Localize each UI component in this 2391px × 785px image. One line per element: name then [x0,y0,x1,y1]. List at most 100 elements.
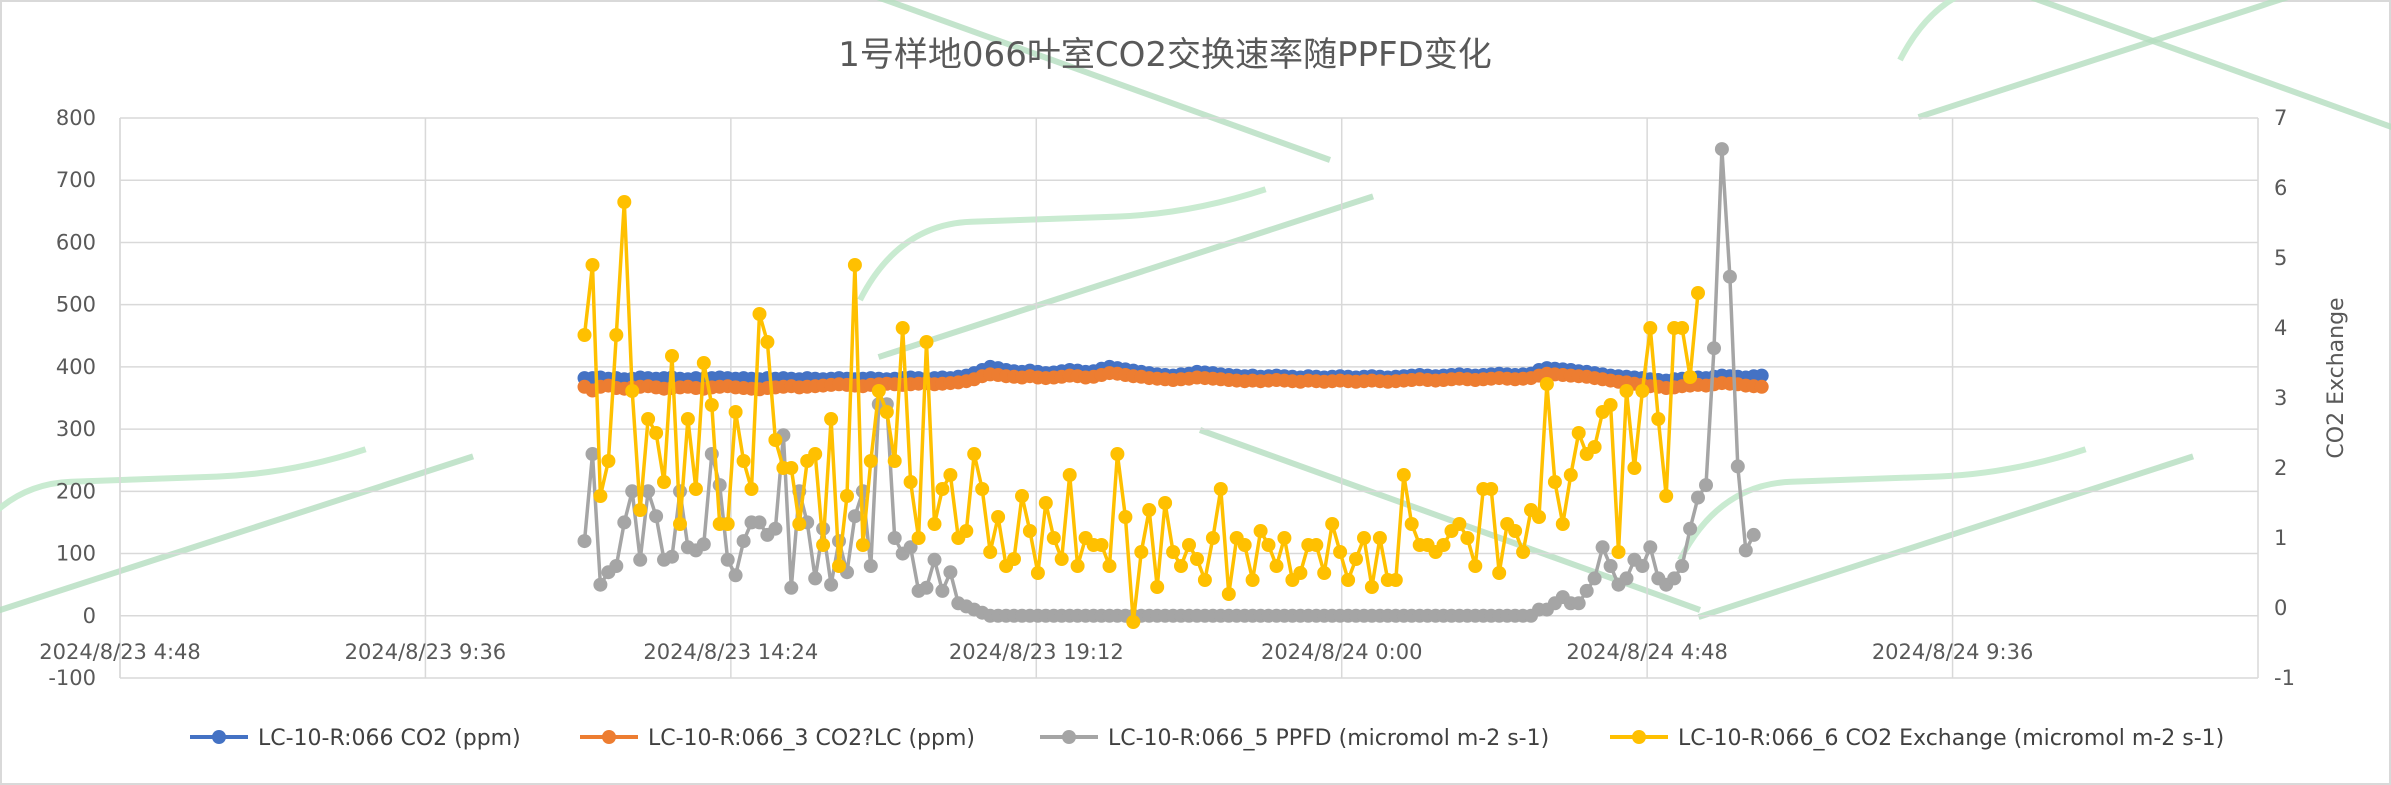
data-point [1237,538,1252,552]
data-point [1015,489,1029,503]
left-tick-label: 400 [56,355,96,379]
data-point [975,482,990,496]
data-point [1317,566,1332,580]
legend-label: LC-10-R:066_3 CO2?LC (ppm) [648,726,975,751]
left-tick-label: -100 [48,666,96,690]
left-tick-label: 500 [56,293,96,317]
watermark-logo [1897,0,2391,120]
data-point [959,524,974,538]
data-point [752,515,767,530]
series-layer [577,142,1769,629]
data-point [768,433,783,447]
data-point [641,412,656,426]
data-point [1261,538,1276,552]
data-point [1707,341,1721,356]
data-point [847,509,862,524]
data-point [641,484,656,499]
data-point [1730,459,1745,474]
data-point [1571,426,1586,440]
data-point [720,552,735,567]
data-point [736,534,751,549]
right-tick-label: 2 [2274,456,2287,480]
data-point [1595,540,1610,555]
data-point [1174,559,1188,573]
data-point [919,335,934,349]
legend-label: LC-10-R:066_5 PPFD (micromol m-2 s-1) [1108,726,1549,751]
data-point [1651,412,1666,426]
data-point [1675,321,1690,335]
data-point [1293,566,1308,580]
data-point [1691,286,1705,300]
data-point [696,537,711,552]
data-point [585,447,600,461]
right-tick-label: 6 [2274,176,2287,200]
data-point [824,412,839,426]
data-point [1675,559,1690,573]
data-point [625,384,640,398]
data-point [1357,531,1371,545]
data-point [593,489,608,503]
data-point [728,405,743,419]
data-point [1070,559,1085,573]
data-point [808,447,823,461]
data-point [863,454,878,468]
data-point [1388,573,1403,587]
data-point [720,517,735,531]
left-tick-label: 600 [56,230,96,254]
series-3 [577,195,1705,629]
data-point [1539,377,1554,391]
left-tick-label: 700 [56,168,96,192]
legend-marker [212,730,226,744]
data-point [665,349,679,363]
data-point [1683,370,1698,384]
data-point [1118,510,1133,524]
data-point [601,454,616,468]
data-point [1627,461,1642,475]
data-point [1699,478,1713,493]
legend-marker [1062,730,1076,744]
data-point [688,482,703,496]
data-point [1007,552,1021,566]
data-point [816,538,831,552]
data-point [1166,545,1181,559]
data-point [1484,482,1499,496]
data-point [633,503,648,517]
data-point [1683,521,1698,536]
data-point [649,426,664,440]
data-point [1182,538,1196,552]
chart-title: 1号样地066叶室CO2交换速率随PPFD变化 [838,35,1491,75]
legend-item: LC-10-R:066_6 CO2 Exchange (micromol m-2… [1610,726,2224,751]
axis-labels: -100 0 100 200 300 400 500 600 700 800 -1 0 1 2 3 4 5 6 7 2… [39,106,2295,690]
data-point [1150,580,1165,594]
data-point [943,468,958,482]
data-point [1714,142,1729,157]
data-point [1325,517,1340,531]
data-point [855,538,870,552]
data-point [784,580,799,595]
data-point [1364,580,1379,594]
watermark-stripe [876,0,1332,163]
left-tick-label: 200 [56,479,96,503]
data-point [1142,503,1157,517]
right-axis-title: CO2 Exchange [2324,297,2349,458]
data-point [680,412,695,426]
data-point [927,517,942,531]
data-point [577,328,592,342]
data-point [1635,559,1650,573]
left-tick-label: 300 [56,417,96,441]
data-point [895,321,910,335]
data-point [919,580,934,595]
data-point [665,549,679,564]
data-point [1492,566,1507,580]
data-point [1205,531,1220,545]
data-point [1022,524,1037,538]
data-point [863,559,878,573]
data-point [1062,468,1077,482]
data-point [1611,545,1626,559]
data-point [712,478,727,493]
watermark-layer [0,0,2391,620]
data-point [943,565,958,580]
data-point [1333,545,1348,559]
data-point [1738,543,1753,558]
data-point [911,531,926,545]
